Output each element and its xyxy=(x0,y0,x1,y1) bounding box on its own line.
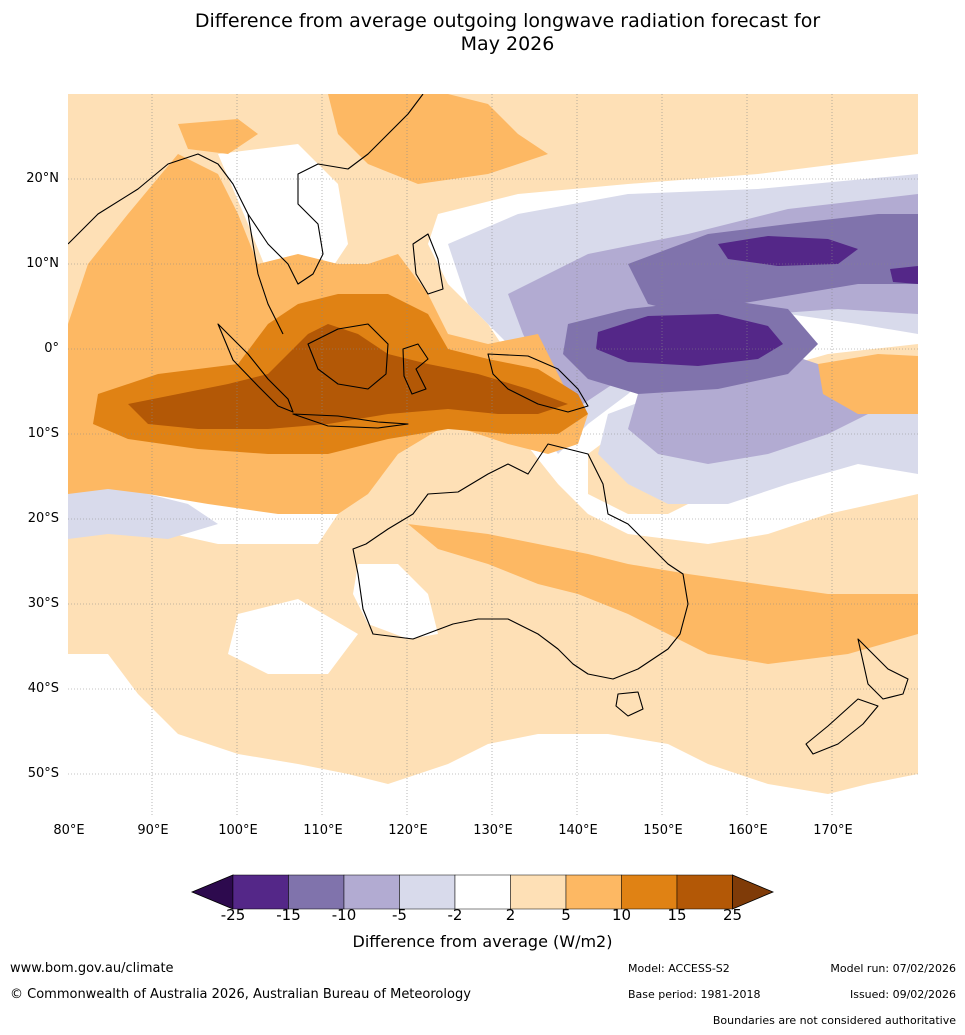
model-name: Model: ACCESS-S2 xyxy=(628,962,730,975)
coast-new-guinea xyxy=(487,353,589,413)
colorbar-swatch-15-25 xyxy=(676,874,733,910)
anomaly-band-5-10-coral xyxy=(818,354,918,414)
colorbar-tick-neg2: -2 xyxy=(447,906,463,924)
model-run-date: Model run: 07/02/2026 xyxy=(830,962,956,975)
lat-label-40s: 40°S xyxy=(27,681,59,696)
lat-label-50s: 50°S xyxy=(27,766,59,781)
graticule xyxy=(68,94,918,816)
colorbar-swatch-neg2-2 xyxy=(454,874,511,910)
colorbar-extend-low xyxy=(190,874,234,910)
lon-label-80e: 80°E xyxy=(53,823,85,838)
colorbar-swatch-5-10 xyxy=(565,874,622,910)
colorbar-tick-2: 2 xyxy=(505,906,516,924)
colorbar-swatch-neg5-neg2 xyxy=(399,874,456,910)
colorbar-swatch-neg10-neg5 xyxy=(343,874,400,910)
lon-label-140e: 140°E xyxy=(558,823,598,838)
colorbar-tick-15: 15 xyxy=(667,906,687,924)
colorbar-tick-5: 5 xyxy=(561,906,571,924)
coast-asia-mainland xyxy=(68,94,424,285)
colorbar-label: Difference from average (W/m2) xyxy=(352,932,613,951)
boundary-disclaimer: Boundaries are not considered authoritat… xyxy=(712,1014,956,1027)
coast-sulawesi xyxy=(402,343,429,395)
lat-label-20n: 20°N xyxy=(26,171,59,186)
website-link[interactable]: www.bom.gov.au/climate xyxy=(10,961,174,976)
colorbar-swatch-10-15 xyxy=(621,874,678,910)
coast-borneo xyxy=(307,323,389,390)
lon-label-120e: 120°E xyxy=(388,823,428,838)
colorbar-swatch-neg15-neg10 xyxy=(288,874,345,910)
coast-java xyxy=(292,413,409,429)
base-period: Base period: 1981-2018 xyxy=(628,988,761,1001)
colorbar-extend-high xyxy=(732,874,775,910)
colorbar-tick-25: 25 xyxy=(722,906,743,924)
anomaly-band-neg2-5-west xyxy=(68,479,218,539)
colorbar-tick-10: 10 xyxy=(611,906,632,924)
lat-label-0: 0° xyxy=(44,341,59,356)
lon-label-150e: 150°E xyxy=(643,823,683,838)
neutral-region-swaus xyxy=(353,564,438,639)
coast-new-zealand-north xyxy=(857,638,909,700)
lon-label-100e: 100°E xyxy=(218,823,258,838)
colorbar xyxy=(190,874,775,910)
coastlines xyxy=(68,94,909,755)
neutral-region-south-midlat xyxy=(228,599,358,674)
colorbar-tick-neg10: -10 xyxy=(331,906,357,924)
anomaly-band-neg15-25-north xyxy=(718,236,858,266)
title-line-1: Difference from average outgoing longwav… xyxy=(194,10,821,32)
coast-malay-peninsula xyxy=(247,213,284,335)
colorbar-swatch-2-5 xyxy=(510,874,567,910)
anomaly-band-neg15-25-equator xyxy=(596,314,783,366)
forecast-map xyxy=(68,94,918,816)
lon-label-110e: 110°E xyxy=(303,823,343,838)
coast-australia xyxy=(352,443,689,680)
anomaly-band-5-10-north xyxy=(328,94,548,184)
colorbar-swatch-neg25-neg15 xyxy=(232,874,289,910)
lon-label-170e: 170°E xyxy=(813,823,853,838)
lat-label-10n: 10°N xyxy=(26,256,59,271)
lat-label-20s: 20°S xyxy=(27,511,59,526)
coast-philippines xyxy=(412,233,444,295)
title-line-2: May 2026 xyxy=(460,33,555,55)
lon-label-130e: 130°E xyxy=(473,823,513,838)
neutral-region-seasia xyxy=(218,144,348,294)
anomaly-band-15-25 xyxy=(128,324,568,429)
neutral-region-south xyxy=(68,654,918,816)
chart-title: Difference from average outgoing longwav… xyxy=(0,10,965,56)
lon-label-90e: 90°E xyxy=(137,823,169,838)
coast-new-zealand-south xyxy=(805,698,879,755)
lat-label-10s: 10°S xyxy=(27,426,59,441)
coast-sumatra xyxy=(217,323,294,413)
colorbar-tick-neg15: -15 xyxy=(276,906,301,924)
colorbar-tick-neg5: -5 xyxy=(392,906,407,924)
lon-label-160e: 160°E xyxy=(728,823,768,838)
issued-date: Issued: 09/02/2026 xyxy=(849,988,956,1001)
anomaly-band-5-10-australia xyxy=(408,524,918,664)
anomaly-band-neg15-25-east xyxy=(890,266,918,284)
copyright-text: © Commonwealth of Australia 2026, Austra… xyxy=(10,987,471,1002)
colorbar-tick-neg25: -25 xyxy=(220,906,246,924)
lat-label-30s: 30°S xyxy=(27,596,59,611)
coast-tasmania xyxy=(615,691,644,717)
anomaly-band-5-10-nw xyxy=(178,119,258,154)
